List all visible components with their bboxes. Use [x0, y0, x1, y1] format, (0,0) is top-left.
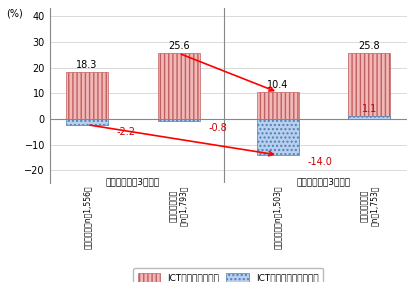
Bar — [66, 72, 108, 119]
Text: 1.1: 1.1 — [362, 104, 377, 114]
Text: 25.6: 25.6 — [168, 41, 189, 51]
Text: 地域系企業以外
（n＝1,793）: 地域系企業以外 （n＝1,793） — [169, 186, 188, 226]
Y-axis label: (%): (%) — [6, 8, 23, 18]
Text: 売上高（直近3年間）: 売上高（直近3年間） — [106, 177, 160, 186]
Bar — [257, 92, 299, 119]
Bar — [66, 119, 108, 125]
Text: 地域系企業（n＝1,503）: 地域系企業（n＝1,503） — [273, 186, 282, 250]
Text: 地域系企業（n＝1,556）: 地域系企業（n＝1,556） — [83, 186, 92, 250]
Bar — [158, 119, 200, 121]
Text: 25.8: 25.8 — [359, 41, 380, 51]
Text: -14.0: -14.0 — [307, 157, 332, 167]
Text: 18.3: 18.3 — [76, 60, 98, 70]
Legend: ICT利活用上位企業, ICT利活用上位企業以外: ICT利活用上位企業, ICT利活用上位企業以外 — [133, 268, 323, 282]
Text: -2.2: -2.2 — [117, 127, 135, 137]
Bar — [349, 116, 391, 119]
Text: 売上高（今後3年間）: 売上高（今後3年間） — [297, 177, 351, 186]
Text: -0.8: -0.8 — [208, 123, 227, 133]
Text: 10.4: 10.4 — [267, 80, 288, 90]
Bar — [158, 53, 200, 119]
Bar — [257, 119, 299, 155]
Bar — [349, 53, 391, 119]
Text: 地域系企業以外
（n＝1,753）: 地域系企業以外 （n＝1,753） — [360, 186, 379, 226]
